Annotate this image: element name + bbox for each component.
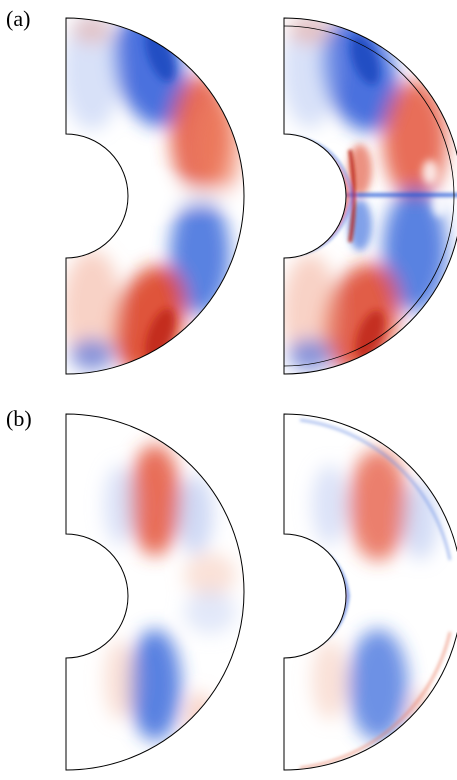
plot-b-right xyxy=(283,413,457,771)
panel-label-a: (a) xyxy=(6,6,31,31)
plot-a-left xyxy=(65,17,245,375)
plot-b-left xyxy=(65,413,245,771)
inner-boundary-line xyxy=(283,25,455,367)
annulus-outline xyxy=(65,413,245,771)
annulus-outline xyxy=(65,17,245,375)
annulus-outline xyxy=(283,17,457,375)
annulus-outline xyxy=(283,413,457,771)
panel-label-b: (b) xyxy=(6,406,32,431)
plot-a-right xyxy=(283,17,457,375)
